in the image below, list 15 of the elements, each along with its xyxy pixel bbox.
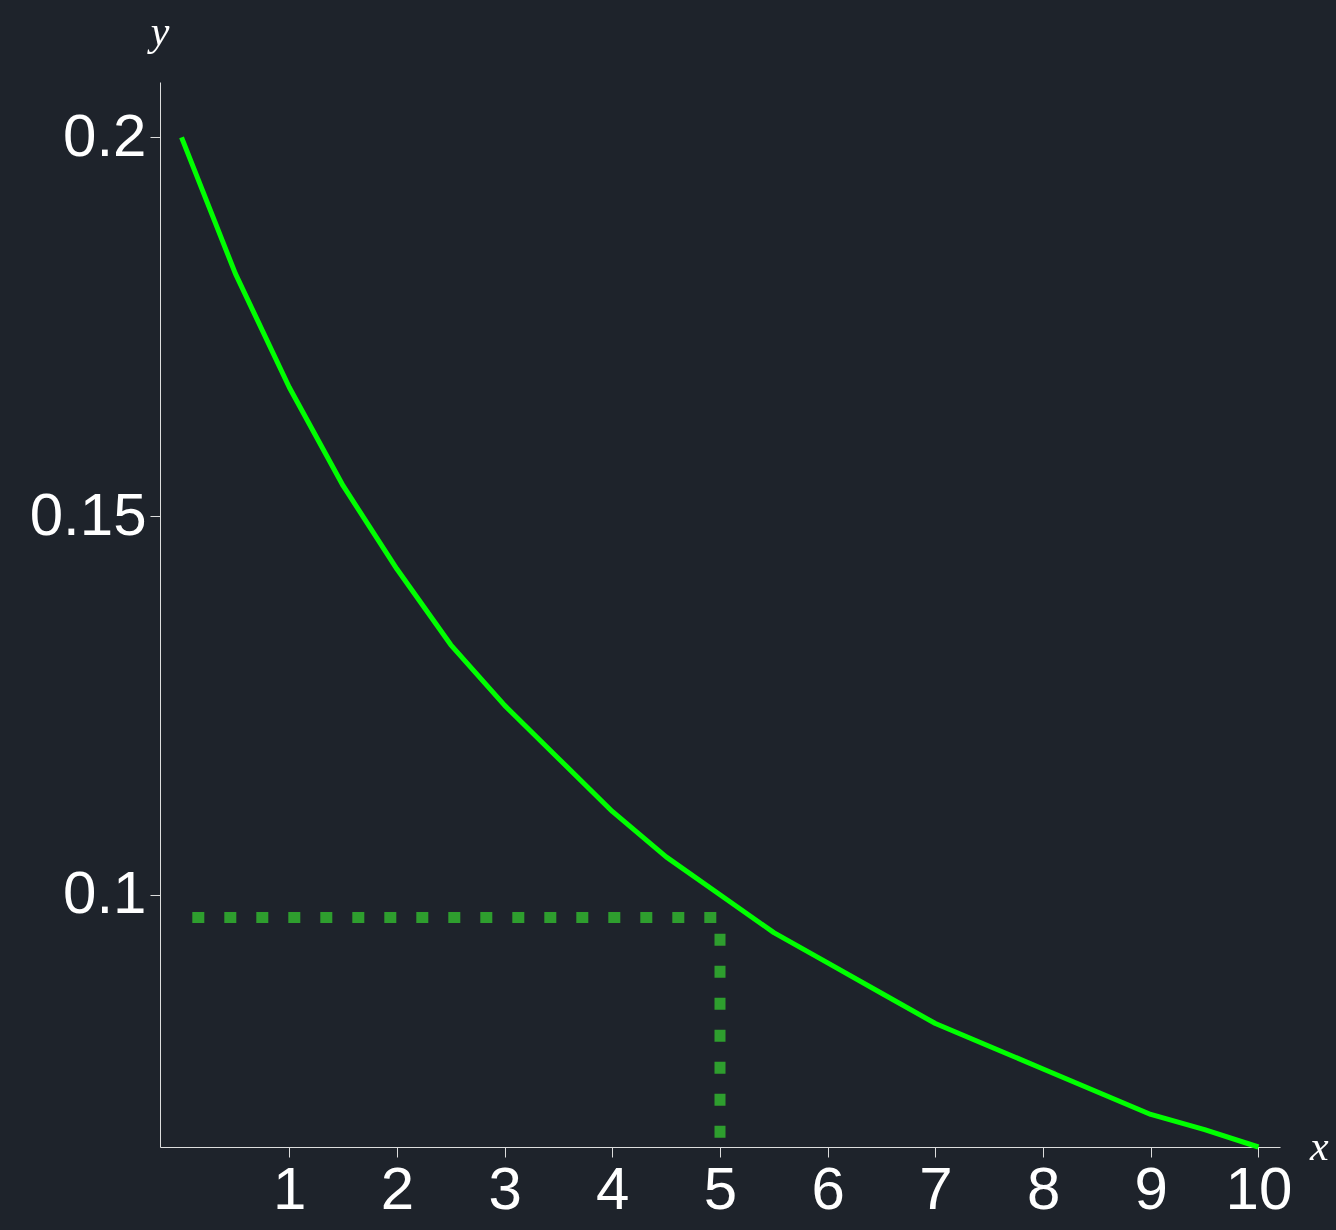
x-tick-label: 5 — [703, 1154, 738, 1222]
x-tick-label: 8 — [1026, 1154, 1061, 1222]
x-tick-label: 7 — [919, 1154, 953, 1222]
x-tick-label: 1 — [273, 1154, 307, 1222]
x-tick-label: 10 — [1225, 1154, 1293, 1222]
x-tick-label: 9 — [1134, 1154, 1168, 1222]
x-tick-label: 4 — [596, 1154, 630, 1222]
y-tick-label: 0.1 — [63, 859, 147, 927]
x-tick-label: 3 — [488, 1154, 522, 1222]
x-axis-title: x — [1309, 1123, 1329, 1169]
x-tick-label: 2 — [380, 1154, 415, 1222]
x-tick-label: 6 — [811, 1154, 845, 1222]
y-tick-label: 0.15 — [29, 480, 147, 548]
y-axis-title: y — [146, 8, 170, 54]
y-tick-label: 0.2 — [63, 101, 147, 169]
